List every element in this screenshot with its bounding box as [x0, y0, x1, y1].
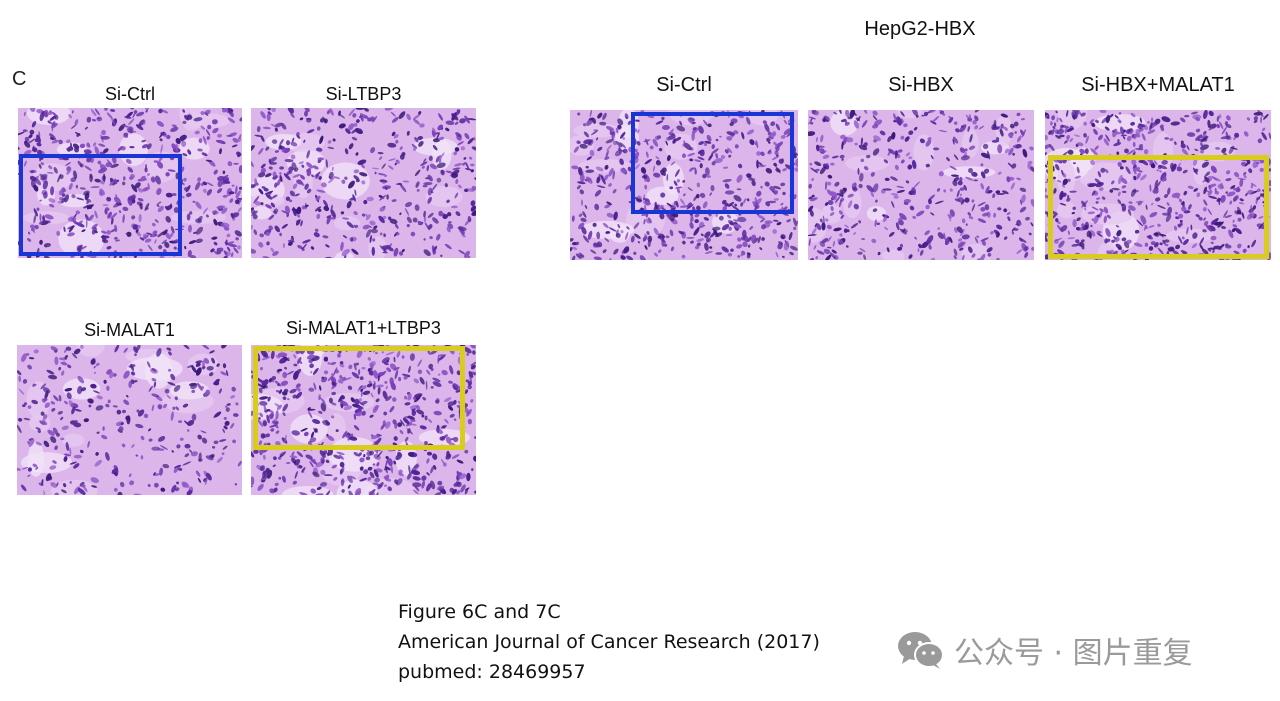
micrograph-si-hbx-malat1	[1045, 110, 1271, 260]
figure-caption: Figure 6C and 7C American Journal of Can…	[398, 597, 820, 687]
highlight-box-blue-left	[19, 154, 182, 256]
label-si-hbx-malat1: Si-HBX+MALAT1	[1081, 74, 1235, 96]
highlight-box-yellow-left	[253, 346, 465, 450]
group-title-hepg2-hbx: HepG2-HBX	[864, 18, 976, 40]
caption-line-journal: American Journal of Cancer Research (201…	[398, 631, 820, 653]
watermark-text: 公众号 · 图片重复	[954, 636, 1193, 671]
highlight-box-yellow-right	[1048, 155, 1269, 259]
micrograph-si-malat1	[17, 345, 242, 495]
label-si-ltbp3: Si-LTBP3	[325, 84, 402, 104]
wechat-icon	[896, 630, 944, 670]
panel-letter: C	[12, 68, 27, 90]
label-si-malat1-ltbp3: Si-MALAT1+LTBP3	[286, 318, 441, 338]
label-si-ctrl-right: Si-Ctrl	[656, 74, 712, 96]
label-si-ctrl-left: Si-Ctrl	[105, 84, 155, 104]
micrograph-si-malat1-ltbp3	[251, 345, 476, 495]
label-si-malat1: Si-MALAT1	[84, 320, 175, 340]
micrograph-si-ctrl-left	[18, 108, 242, 258]
label-si-hbx: Si-HBX	[888, 74, 954, 96]
micrograph-si-ltbp3	[251, 108, 476, 258]
caption-line-pubmed: pubmed: 28469957	[398, 661, 586, 683]
watermark: 公众号 · 图片重复	[896, 628, 1193, 672]
caption-line-figure: Figure 6C and 7C	[398, 601, 561, 623]
micrograph-si-hbx	[808, 110, 1034, 260]
highlight-box-blue-right	[631, 112, 794, 214]
